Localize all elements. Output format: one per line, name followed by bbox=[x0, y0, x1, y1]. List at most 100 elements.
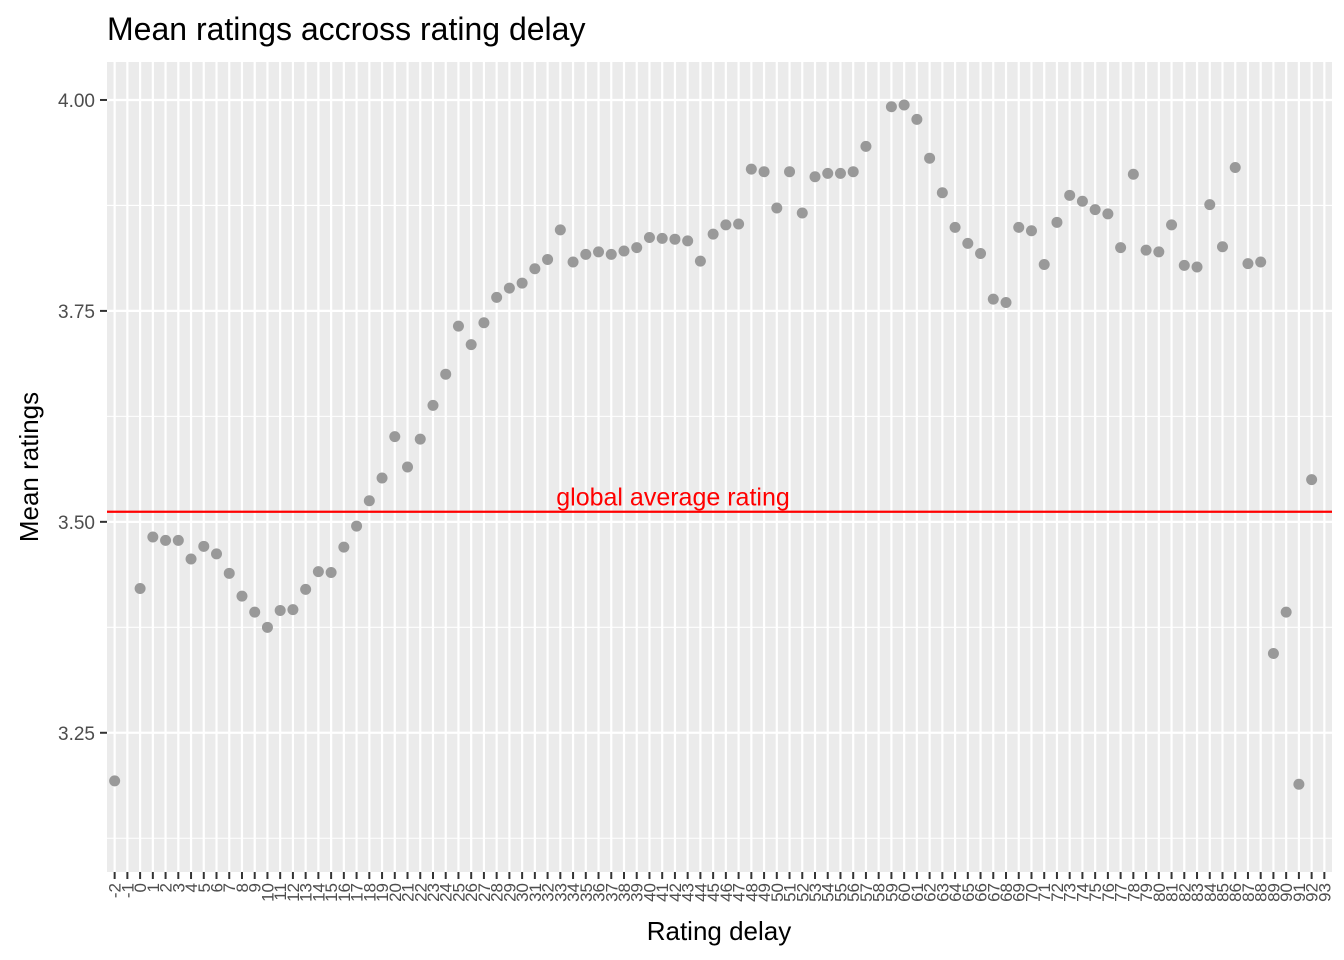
x-tick-label: 14 bbox=[309, 883, 328, 902]
data-point bbox=[1064, 189, 1076, 201]
x-tick-label: 65 bbox=[959, 883, 978, 902]
data-point bbox=[1204, 199, 1216, 211]
minor-gridlines bbox=[107, 204, 1332, 839]
data-point bbox=[618, 245, 630, 257]
x-tick-label: 20 bbox=[386, 883, 405, 902]
data-point bbox=[911, 113, 923, 125]
x-tick-label: 5 bbox=[195, 883, 214, 892]
x-tick-label: 27 bbox=[475, 883, 494, 902]
data-point bbox=[567, 256, 579, 268]
data-point bbox=[312, 566, 324, 578]
data-point bbox=[236, 590, 248, 602]
x-tick-label: 88 bbox=[1252, 883, 1271, 902]
data-point bbox=[631, 242, 643, 254]
x-tick-label: 49 bbox=[755, 883, 774, 902]
data-point bbox=[1076, 195, 1088, 207]
data-point bbox=[1115, 242, 1127, 254]
x-tick-label: 31 bbox=[526, 883, 545, 902]
data-point bbox=[160, 534, 172, 546]
data-point bbox=[402, 461, 414, 473]
data-point bbox=[1255, 256, 1267, 268]
data-point bbox=[261, 621, 273, 633]
data-point bbox=[707, 228, 719, 240]
x-tick-label: 68 bbox=[997, 883, 1016, 902]
data-point bbox=[1229, 161, 1241, 173]
data-point bbox=[885, 101, 897, 113]
data-point bbox=[682, 235, 694, 247]
x-tick-label: 9 bbox=[246, 883, 265, 892]
data-point bbox=[414, 433, 426, 445]
data-point bbox=[822, 167, 834, 179]
data-point bbox=[694, 255, 706, 267]
data-point bbox=[1025, 225, 1037, 237]
data-point bbox=[1140, 244, 1152, 256]
x-tick-label: -2 bbox=[106, 883, 125, 898]
data-point bbox=[987, 293, 999, 305]
data-point bbox=[1293, 778, 1305, 790]
x-tick-label: -1 bbox=[118, 883, 137, 898]
data-point bbox=[211, 548, 223, 560]
data-point bbox=[1191, 261, 1203, 273]
data-point bbox=[1051, 216, 1063, 228]
data-point bbox=[1127, 168, 1139, 180]
data-point bbox=[503, 282, 515, 294]
data-point bbox=[656, 232, 668, 244]
y-axis-title: Mean ratings bbox=[14, 392, 44, 542]
x-tick-label: 41 bbox=[653, 883, 672, 902]
x-tick-label: 36 bbox=[590, 883, 609, 902]
data-point bbox=[1280, 606, 1292, 618]
x-tick-label: 2 bbox=[157, 883, 176, 892]
data-point bbox=[134, 583, 146, 594]
data-point bbox=[351, 520, 363, 532]
x-tick-label: 33 bbox=[551, 883, 570, 902]
data-point bbox=[389, 431, 401, 443]
x-tick-label: 83 bbox=[1188, 883, 1207, 902]
data-point bbox=[147, 531, 159, 543]
x-tick-label: 56 bbox=[844, 883, 863, 902]
x-tick-label: 59 bbox=[882, 883, 901, 902]
x-tick-label: 54 bbox=[819, 883, 838, 902]
x-tick-label: 6 bbox=[208, 883, 227, 892]
data-point bbox=[542, 253, 554, 265]
x-tick-label: 77 bbox=[1112, 883, 1131, 902]
x-tick-label: 21 bbox=[399, 883, 418, 902]
data-point bbox=[809, 171, 821, 183]
x-tick-label: 87 bbox=[1239, 883, 1258, 902]
x-tick-label: 80 bbox=[1150, 883, 1169, 902]
x-tick-label: 12 bbox=[284, 883, 303, 902]
x-tick-label: 32 bbox=[539, 883, 558, 902]
data-point bbox=[605, 248, 617, 260]
data-point bbox=[643, 232, 655, 243]
x-tick-label: 17 bbox=[348, 883, 367, 902]
data-point bbox=[784, 166, 796, 178]
x-tick-label: 34 bbox=[564, 883, 583, 902]
x-tick-label: 91 bbox=[1290, 883, 1309, 902]
data-point bbox=[529, 263, 541, 275]
x-tick-label: 24 bbox=[437, 883, 456, 902]
data-point bbox=[834, 167, 846, 179]
x-tick-label: 62 bbox=[921, 883, 940, 902]
x-tick-label: 86 bbox=[1226, 883, 1245, 902]
x-tick-label: 1 bbox=[144, 883, 163, 892]
x-tick-label: 66 bbox=[972, 883, 991, 902]
x-tick-label: 53 bbox=[806, 883, 825, 902]
x-tick-label: 0 bbox=[131, 883, 150, 892]
x-tick-label: 55 bbox=[831, 883, 850, 902]
data-point bbox=[593, 246, 605, 258]
data-point bbox=[1102, 208, 1114, 220]
x-tick-label: 79 bbox=[1137, 883, 1156, 902]
data-point bbox=[1089, 204, 1101, 216]
x-tick-label: 16 bbox=[335, 883, 354, 902]
x-tick-label: 3 bbox=[169, 883, 188, 892]
x-tick-label: 90 bbox=[1277, 883, 1296, 902]
x-tick-label: 89 bbox=[1264, 883, 1283, 902]
data-point bbox=[172, 534, 184, 546]
x-tick-label: 25 bbox=[449, 883, 468, 902]
x-tick-label: 92 bbox=[1303, 883, 1322, 902]
x-tick-label: 70 bbox=[1022, 883, 1041, 902]
reference-line-group: global average rating bbox=[107, 484, 1332, 513]
data-point bbox=[745, 163, 757, 175]
x-tick-label: 85 bbox=[1213, 883, 1232, 902]
x-tick-label: 64 bbox=[946, 883, 965, 902]
